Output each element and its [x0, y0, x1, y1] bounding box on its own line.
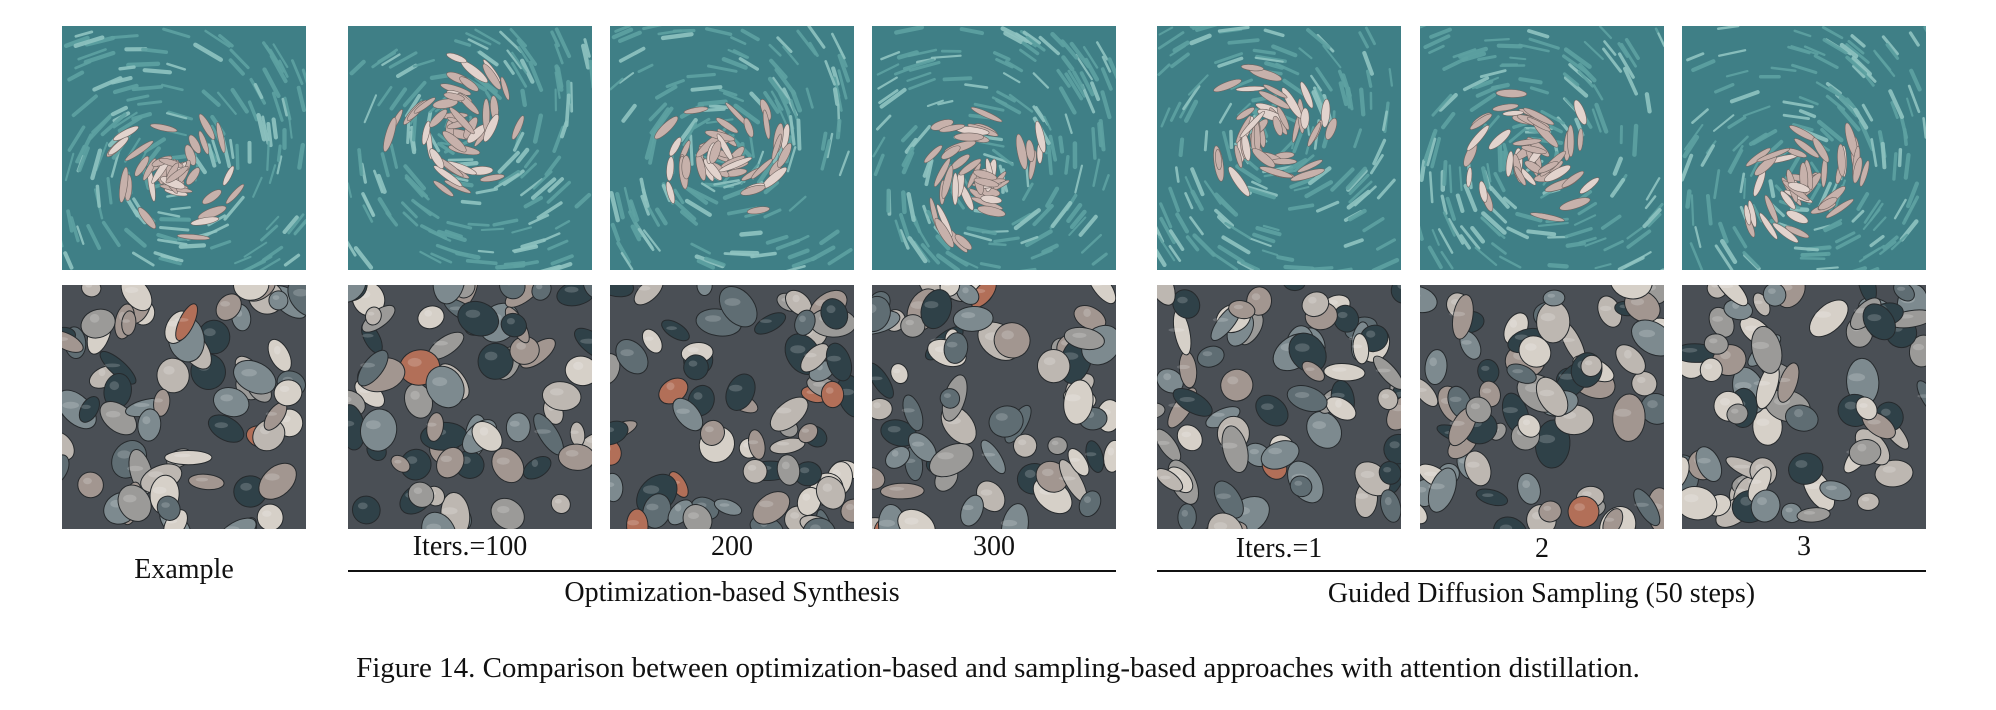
- diff-1-swirl-image: [1157, 26, 1401, 270]
- example-swirl-image: [62, 26, 306, 270]
- pebble-texture-graphic: [1157, 285, 1401, 529]
- opt-300-swirl-image: [872, 26, 1116, 270]
- pebble-texture-graphic: [610, 285, 854, 529]
- diff-2-swirl-image: [1420, 26, 1664, 270]
- figure-caption: Figure 14. Comparison between optimizati…: [356, 652, 1640, 684]
- swirl-texture-graphic: [1682, 26, 1926, 270]
- diff-column-label-2: 2: [1535, 533, 1549, 564]
- swirl-texture-graphic: [872, 26, 1116, 270]
- opt-200-swirl-image: [610, 26, 854, 270]
- diffusion-group-title: Guided Diffusion Sampling (50 steps): [1327, 578, 1756, 609]
- diff-3-pebble-image: [1682, 285, 1926, 529]
- opt-column-label-100: Iters.=100: [412, 531, 528, 562]
- opt-300-pebble-image: [872, 285, 1116, 529]
- swirl-texture-graphic: [1157, 26, 1401, 270]
- diffusion-group-rule: [1157, 570, 1926, 572]
- swirl-texture-graphic: [62, 26, 306, 270]
- diff-3-swirl-image: [1682, 26, 1926, 270]
- pebble-texture-graphic: [872, 285, 1116, 529]
- opt-column-label-300: 300: [973, 531, 1015, 562]
- swirl-texture-graphic: [348, 26, 592, 270]
- opt-100-swirl-image: [348, 26, 592, 270]
- example-pebble-image: [62, 285, 306, 529]
- swirl-texture-graphic: [1420, 26, 1664, 270]
- example-label: Example: [134, 554, 234, 585]
- pebble-texture-graphic: [62, 285, 306, 529]
- diff-column-label-1: Iters.=1: [1235, 533, 1323, 564]
- pebble-texture-graphic: [1682, 285, 1926, 529]
- diff-column-label-3: 3: [1797, 531, 1811, 562]
- optimization-group-rule: [348, 570, 1116, 572]
- diff-2-pebble-image: [1420, 285, 1664, 529]
- pebble-texture-graphic: [348, 285, 592, 529]
- opt-column-label-200: 200: [711, 531, 753, 562]
- swirl-texture-graphic: [610, 26, 854, 270]
- diff-1-pebble-image: [1157, 285, 1401, 529]
- optimization-group-title: Optimization-based Synthesis: [564, 577, 900, 608]
- pebble-texture-graphic: [1420, 285, 1664, 529]
- opt-100-pebble-image: [348, 285, 592, 529]
- opt-200-pebble-image: [610, 285, 854, 529]
